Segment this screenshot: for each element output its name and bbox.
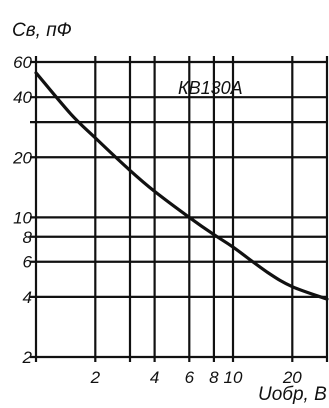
y-tick-label: 4	[23, 288, 32, 307]
chart-grid	[30, 56, 329, 362]
y-tick-label: 40	[13, 88, 32, 107]
y-tick-label: 2	[22, 348, 33, 367]
x-tick-label: 10	[224, 368, 243, 387]
series-label: КВ130А	[178, 78, 243, 98]
y-tick-label: 20	[12, 148, 32, 167]
x-tick-label: 6	[185, 368, 195, 387]
x-tick-label: 2	[90, 368, 101, 387]
y-tick-label: 8	[23, 228, 33, 247]
curve-layer	[34, 71, 329, 301]
x-tick-label: 8	[209, 368, 219, 387]
y-tick-label: 10	[13, 208, 32, 227]
x-tick-label: 4	[150, 368, 159, 387]
x-axis-title: Uобр, В	[258, 384, 327, 405]
series-line	[34, 71, 329, 301]
y-tick-label: 6	[23, 253, 33, 272]
y-axis-title: Cв, пФ	[12, 20, 72, 41]
x-tick-label: 20	[282, 368, 302, 387]
y-tick-label: 60	[13, 53, 32, 72]
